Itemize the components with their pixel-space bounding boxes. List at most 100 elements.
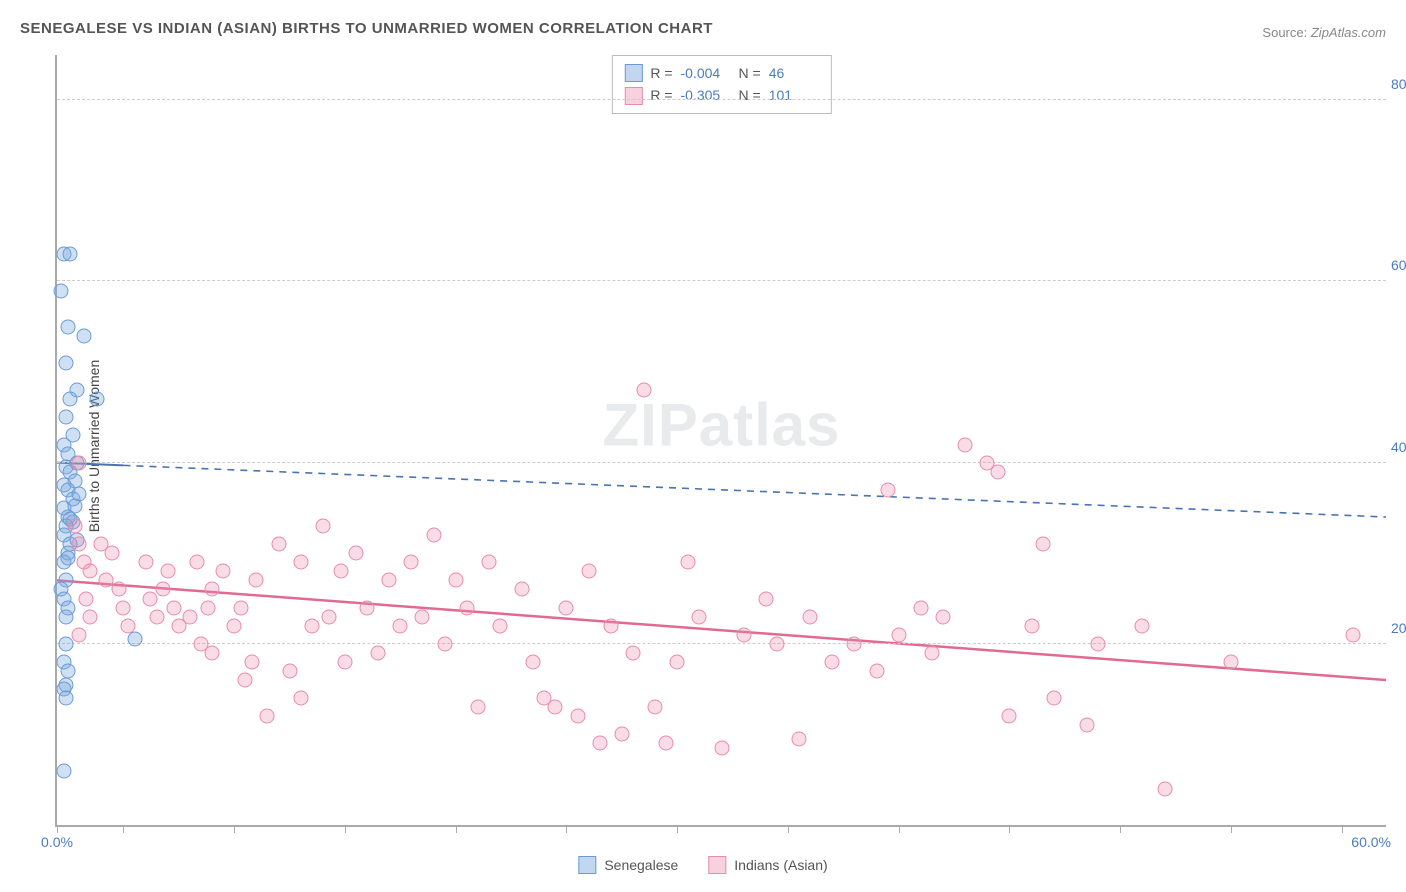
data-point (63, 247, 78, 262)
y-tick-label: 80.0% (1391, 76, 1406, 92)
data-point (404, 555, 419, 570)
data-point (1079, 718, 1094, 733)
data-point (58, 691, 73, 706)
data-point (659, 736, 674, 751)
data-point (736, 627, 751, 642)
data-point (293, 555, 308, 570)
data-point (1345, 627, 1360, 642)
data-point (1135, 618, 1150, 633)
data-point (1002, 709, 1017, 724)
trendlines-svg (57, 55, 1386, 825)
data-point (322, 609, 337, 624)
data-point (167, 600, 182, 615)
data-point (636, 383, 651, 398)
source: Source: ZipAtlas.com (1262, 25, 1386, 40)
data-point (681, 555, 696, 570)
gridline-h (57, 462, 1386, 463)
legend-item: Indians (Asian) (708, 856, 827, 874)
data-point (991, 464, 1006, 479)
stat-n-label: N = (739, 84, 761, 106)
data-point (72, 627, 87, 642)
data-point (156, 582, 171, 597)
data-point (769, 636, 784, 651)
data-point (271, 537, 286, 552)
data-point (1223, 654, 1238, 669)
data-point (83, 609, 98, 624)
data-point (58, 410, 73, 425)
data-point (603, 618, 618, 633)
data-point (205, 582, 220, 597)
data-point (648, 700, 663, 715)
chart-title: SENEGALESE VS INDIAN (ASIAN) BIRTHS TO U… (20, 20, 713, 37)
data-point (227, 618, 242, 633)
x-tick (1120, 825, 1121, 833)
data-point (670, 654, 685, 669)
data-point (448, 573, 463, 588)
data-point (58, 636, 73, 651)
data-point (293, 691, 308, 706)
data-point (692, 609, 707, 624)
data-point (880, 482, 895, 497)
stat-r-label: R = (650, 84, 672, 106)
data-point (559, 600, 574, 615)
legend-item: Senegalese (578, 856, 678, 874)
stat-r-value: -0.004 (681, 62, 731, 84)
data-point (61, 550, 76, 565)
watermark-rest: atlas (699, 391, 841, 458)
data-point (61, 319, 76, 334)
y-tick-label: 40.0% (1391, 439, 1406, 455)
data-point (803, 609, 818, 624)
x-tick (788, 825, 789, 833)
data-point (72, 537, 87, 552)
watermark: ZIPatlas (602, 390, 840, 459)
data-point (1157, 781, 1172, 796)
x-tick (677, 825, 678, 833)
data-point (76, 328, 91, 343)
legend-swatch (578, 856, 596, 874)
data-point (891, 627, 906, 642)
x-tick (566, 825, 567, 833)
data-point (315, 519, 330, 534)
data-point (1046, 691, 1061, 706)
data-point (470, 700, 485, 715)
data-point (98, 573, 113, 588)
data-point (67, 519, 82, 534)
x-tick (1342, 825, 1343, 833)
y-tick-label: 20.0% (1391, 620, 1406, 636)
data-point (515, 582, 530, 597)
x-origin-label: 0.0% (41, 834, 73, 850)
x-tick (1009, 825, 1010, 833)
data-point (138, 555, 153, 570)
data-point (570, 709, 585, 724)
data-point (78, 591, 93, 606)
data-point (1035, 537, 1050, 552)
data-point (393, 618, 408, 633)
data-point (83, 564, 98, 579)
data-point (382, 573, 397, 588)
legend-swatch (708, 856, 726, 874)
data-point (333, 564, 348, 579)
data-point (847, 636, 862, 651)
data-point (182, 609, 197, 624)
data-point (936, 609, 951, 624)
x-tick (456, 825, 457, 833)
data-point (282, 664, 297, 679)
data-point (127, 632, 142, 647)
data-point (216, 564, 231, 579)
data-point (200, 600, 215, 615)
data-point (371, 645, 386, 660)
x-tick (899, 825, 900, 833)
data-point (758, 591, 773, 606)
data-point (625, 645, 640, 660)
gridline-h (57, 99, 1386, 100)
data-point (1024, 618, 1039, 633)
stats-row: R =-0.305N =101 (624, 84, 818, 106)
data-point (160, 564, 175, 579)
data-point (426, 528, 441, 543)
stat-n-value: 101 (769, 84, 819, 106)
stat-r-label: R = (650, 62, 672, 84)
data-point (913, 600, 928, 615)
x-tick (1231, 825, 1232, 833)
data-point (581, 564, 596, 579)
source-value: ZipAtlas.com (1311, 25, 1386, 40)
